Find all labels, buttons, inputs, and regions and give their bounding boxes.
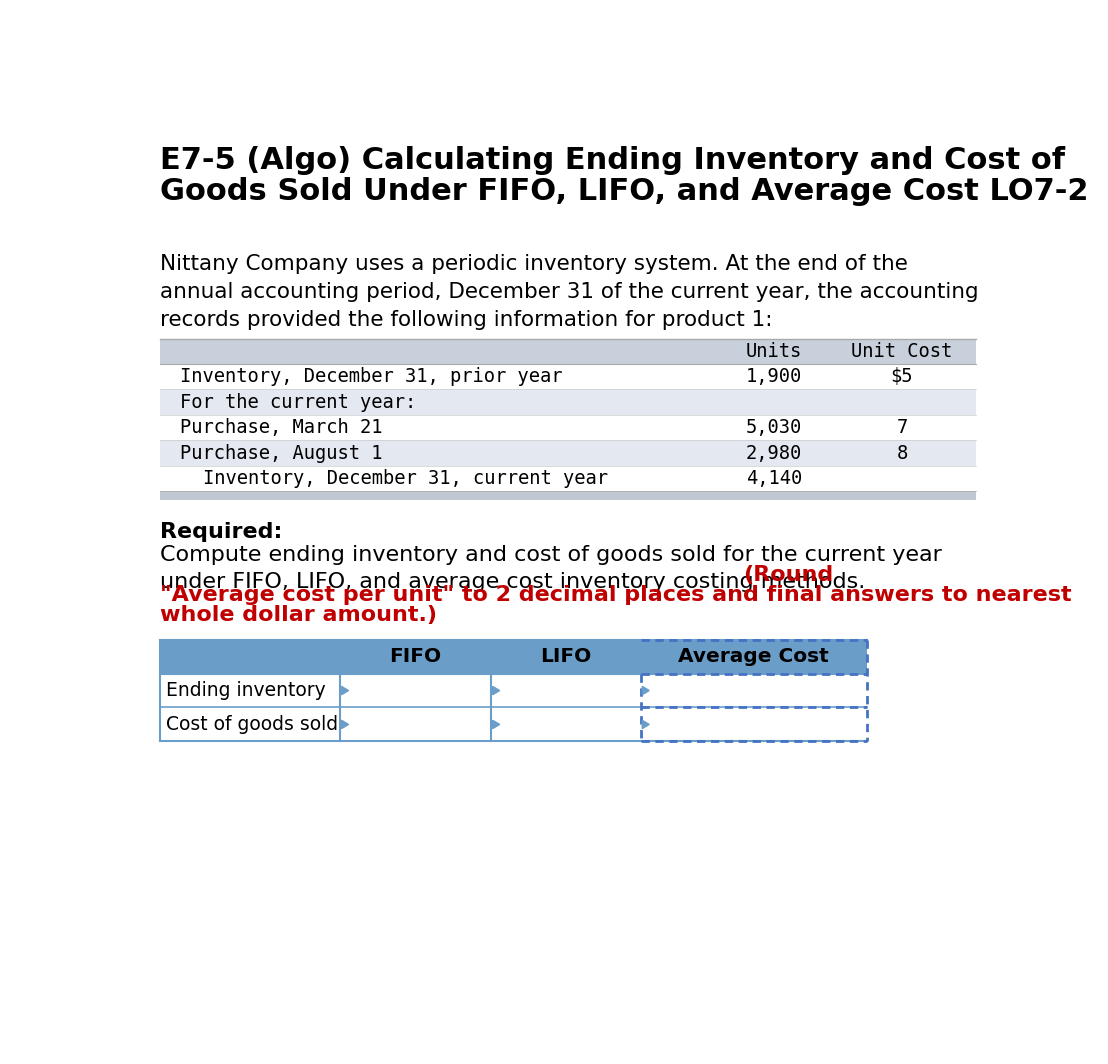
Bar <box>161 492 975 500</box>
Text: 8: 8 <box>896 444 907 463</box>
Text: 4,140: 4,140 <box>746 469 802 488</box>
Text: Purchase, March 21: Purchase, March 21 <box>179 418 382 437</box>
Polygon shape <box>493 720 500 729</box>
Polygon shape <box>643 720 649 729</box>
Text: FIFO: FIFO <box>390 647 442 666</box>
Text: 7: 7 <box>896 418 907 437</box>
Text: Purchase, August 1: Purchase, August 1 <box>179 444 382 463</box>
Text: Nittany Company uses a periodic inventory system. At the end of the
annual accou: Nittany Company uses a periodic inventor… <box>161 254 978 330</box>
Text: Units: Units <box>746 342 802 361</box>
Text: 5,030: 5,030 <box>746 418 802 437</box>
Polygon shape <box>341 686 349 695</box>
Text: Compute ending inventory and cost of goods sold for the current year
under FIFO,: Compute ending inventory and cost of goo… <box>161 545 942 593</box>
Text: Cost of goods sold: Cost of goods sold <box>166 715 339 734</box>
Text: "Average cost per unit" to 2 decimal places and final answers to nearest: "Average cost per unit" to 2 decimal pla… <box>161 585 1071 605</box>
Bar <box>161 466 975 492</box>
Text: Average Cost: Average Cost <box>678 647 829 666</box>
Bar <box>161 639 866 674</box>
Text: 1,900: 1,900 <box>746 367 802 386</box>
Text: 2,980: 2,980 <box>746 444 802 463</box>
Text: whole dollar amount.): whole dollar amount.) <box>161 605 438 625</box>
Bar <box>161 364 975 389</box>
Bar <box>161 708 866 742</box>
Bar <box>161 674 866 708</box>
Text: (Round: (Round <box>743 565 833 585</box>
Bar <box>161 389 975 415</box>
Text: Inventory, December 31, current year: Inventory, December 31, current year <box>203 469 608 488</box>
Text: Unit Cost: Unit Cost <box>851 342 953 361</box>
Bar <box>161 440 975 466</box>
Text: E7-5 (Algo) Calculating Ending Inventory and Cost of: E7-5 (Algo) Calculating Ending Inventory… <box>161 146 1065 176</box>
Text: Ending inventory: Ending inventory <box>166 681 326 700</box>
Polygon shape <box>493 686 500 695</box>
Text: For the current year:: For the current year: <box>179 393 416 412</box>
Polygon shape <box>341 720 349 729</box>
Bar <box>161 338 975 364</box>
Text: LIFO: LIFO <box>541 647 592 666</box>
Text: Required:: Required: <box>161 522 283 542</box>
Text: $5: $5 <box>891 367 913 386</box>
Polygon shape <box>643 686 649 695</box>
Text: Inventory, December 31, prior year: Inventory, December 31, prior year <box>179 367 562 386</box>
Bar <box>161 415 975 440</box>
Text: Goods Sold Under FIFO, LIFO, and Average Cost LO7-2: Goods Sold Under FIFO, LIFO, and Average… <box>161 177 1089 206</box>
